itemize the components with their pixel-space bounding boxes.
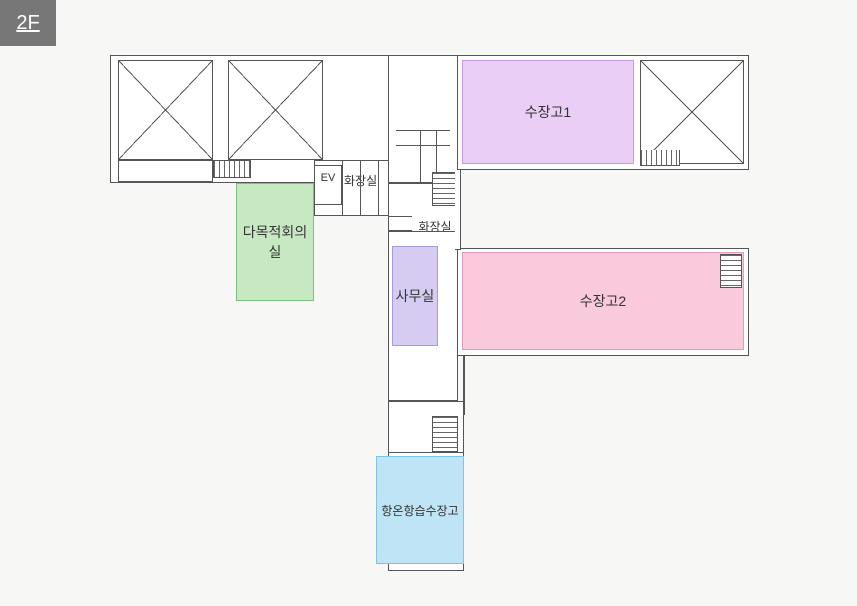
room-multiroom: 다목적회의실 (236, 183, 314, 301)
p2 (360, 160, 361, 216)
tail-p1 (388, 452, 464, 453)
room-climate: 항온항습수장고 (376, 456, 464, 564)
neck-p3 (420, 130, 421, 183)
neck-p2 (396, 145, 450, 146)
room-climate-label: 항온항습수장고 (381, 502, 458, 519)
floor-badge: 2F (0, 0, 56, 46)
wing-left-lower (118, 160, 213, 182)
ev-shaft (314, 165, 342, 205)
void-left-2 (228, 60, 323, 160)
neck-top (388, 55, 458, 183)
corridor-right-connect (455, 170, 461, 250)
dp2 (388, 216, 412, 217)
dp1 (314, 183, 315, 205)
room-multiroom-label: 다목적회의실 (237, 222, 313, 262)
p3 (378, 160, 379, 216)
floorplan-canvas: 2F 다목적회의실 EV 화장실 수장고1 화장실 (0, 0, 857, 606)
room-storage2: 수장고2 (462, 252, 744, 350)
stairs-tail (432, 416, 458, 452)
p1 (342, 160, 343, 216)
room-storage1: 수장고1 (462, 60, 634, 164)
neck-p1 (396, 130, 450, 131)
stairs-mid (432, 172, 456, 206)
void-right (640, 60, 744, 164)
tail-connector (455, 355, 465, 415)
ev-label: EV (314, 172, 342, 184)
stairs-left-wing (213, 160, 251, 178)
room-office: 사무실 (392, 246, 438, 346)
restroom-top-label: 화장실 (344, 172, 392, 189)
floor-label: 2F (16, 12, 39, 35)
room-storage1-label: 수장고1 (525, 102, 571, 122)
room-storage2-label: 수장고2 (580, 291, 626, 311)
stairs-right-upper (640, 150, 680, 166)
room-office-label: 사무실 (396, 286, 435, 306)
void-left-1 (118, 60, 213, 160)
stairs-storage2 (720, 254, 742, 288)
